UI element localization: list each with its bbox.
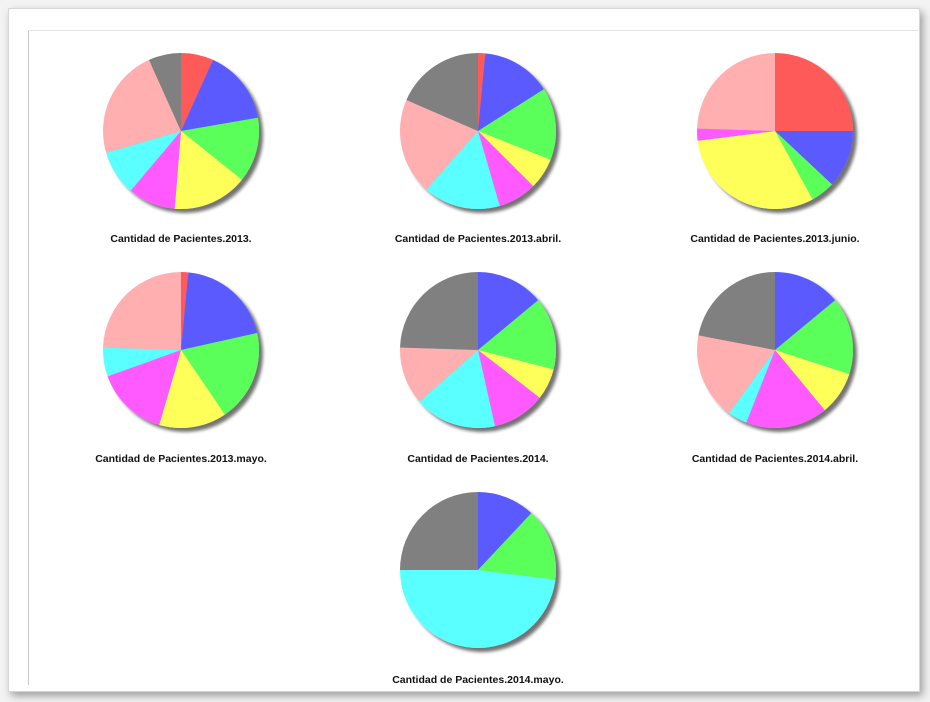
pie-slice-yellow: [775, 350, 850, 411]
pie-slice-pink: [399, 100, 478, 190]
pie-slice-green: [181, 332, 260, 415]
pie-slice-yellow: [697, 131, 813, 209]
pie-slice-pink: [697, 335, 775, 414]
pie-slice-cyan: [400, 570, 556, 648]
pie-slice-blue: [181, 59, 258, 131]
pie-slice-cyan: [426, 131, 500, 209]
pie-chart-title: Cantidad de Pacientes.2014.mayo.: [392, 674, 564, 686]
pie-slice-gray: [400, 492, 478, 570]
pie-chart-title: Cantidad de Pacientes.2013.: [110, 233, 251, 245]
pie-slice-green: [478, 513, 556, 580]
pie-chart-6: Cantidad de Pacientes.2014.abril.: [692, 272, 858, 465]
pie-slice-red: [478, 53, 486, 131]
pie-chart-3: Cantidad de Pacientes.2013.junio.: [690, 53, 860, 245]
pie-slice-red: [181, 272, 189, 350]
pie-chart-4: Cantidad de Pacientes.2013.mayo.: [95, 272, 267, 465]
pie-slice-yellow: [478, 350, 554, 398]
pie-chart-title: Cantidad de Pacientes.2013.mayo.: [95, 453, 267, 465]
pie-slice-blue: [478, 272, 539, 350]
pie-slice-red: [181, 53, 214, 131]
pie-slice-green: [478, 89, 557, 160]
pie-slice-pink: [697, 53, 775, 131]
pie-slice-pink: [103, 59, 181, 153]
pie-slice-magenta: [107, 350, 181, 425]
pie-body: [103, 272, 260, 429]
pie-slice-magenta: [697, 128, 775, 141]
pie-slice-magenta: [478, 131, 534, 206]
panel-left-border: [28, 30, 29, 685]
pie-slice-blue: [478, 492, 532, 570]
pie-slice-gray: [406, 52, 478, 131]
pie-body: [399, 52, 557, 209]
pie-slice-green: [775, 131, 832, 200]
pie-slice-blue: [181, 272, 258, 350]
pie-slice-blue: [775, 272, 836, 350]
pie-slice-blue: [775, 131, 853, 185]
pie-chart-title: Cantidad de Pacientes.2014.: [407, 453, 548, 465]
pie-slice-pink: [103, 272, 181, 350]
pie-slice-cyan: [103, 347, 181, 377]
pie-slice-blue: [478, 53, 544, 131]
pie-body: [399, 272, 556, 428]
panel-top-border: [28, 30, 918, 31]
pie-chart-7: Cantidad de Pacientes.2014.mayo.: [392, 492, 564, 686]
pie-chart-title: Cantidad de Pacientes.2013.abril.: [395, 233, 561, 245]
pie-slice-red: [775, 53, 853, 131]
pie-body: [697, 53, 853, 209]
pie-slice-gray: [400, 272, 478, 350]
pie-chart-1: Cantidad de Pacientes.2013.: [103, 53, 259, 245]
pie-body: [697, 272, 854, 428]
pie-chart-title: Cantidad de Pacientes.2014.abril.: [692, 453, 858, 465]
pie-chart-2: Cantidad de Pacientes.2013.abril.: [395, 52, 561, 245]
pie-slice-green: [478, 300, 556, 370]
pie-slice-cyan: [106, 131, 181, 191]
pie-slice-green: [775, 300, 854, 375]
pie-slice-yellow: [174, 131, 242, 209]
pie-slice-gray: [148, 53, 181, 131]
pie-body: [103, 53, 259, 209]
pie-slice-gray: [698, 272, 775, 350]
pie-slice-magenta: [478, 350, 540, 427]
pie-slice-cyan: [729, 350, 775, 423]
pie-slice-cyan: [419, 350, 496, 428]
pie-slice-magenta: [746, 350, 825, 428]
pie-slice-green: [181, 117, 259, 180]
pie-body: [400, 492, 556, 648]
pie-chart-title: Cantidad de Pacientes.2013.junio.: [690, 233, 859, 245]
pie-slice-yellow: [159, 350, 225, 429]
pie-chart-5: Cantidad de Pacientes.2014.: [399, 272, 556, 465]
pie-slice-magenta: [130, 131, 181, 209]
pie-slice-yellow: [478, 131, 551, 187]
pie-slice-pink: [399, 347, 478, 402]
